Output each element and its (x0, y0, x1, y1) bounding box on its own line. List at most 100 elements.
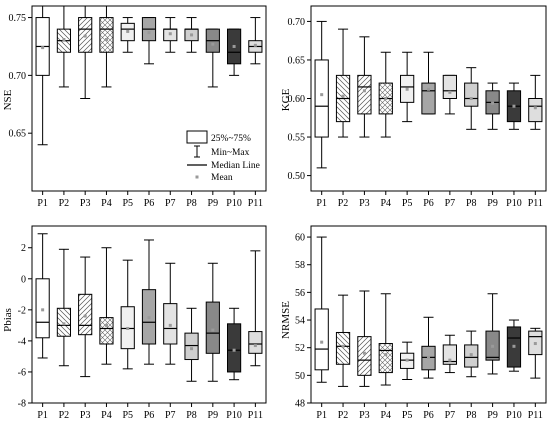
mean-marker (126, 29, 130, 33)
mean-marker (362, 351, 366, 355)
box-P9 (205, 28, 220, 88)
mean-marker (384, 97, 388, 100)
mean-marker (469, 353, 473, 357)
mean-marker (41, 46, 45, 50)
x-tick-label: P1 (316, 198, 327, 209)
y-tick-label: -4 (18, 336, 26, 347)
x-tick-label: P10 (506, 198, 522, 209)
x-tick-label: P7 (445, 198, 456, 209)
mean-marker (512, 104, 516, 108)
box-P1 (314, 20, 329, 169)
iqr-box (99, 17, 114, 53)
mean-marker (341, 344, 345, 348)
y-tick-label: 0.55 (288, 133, 306, 144)
iqr-box (35, 278, 50, 339)
box-P5 (400, 51, 415, 123)
iqr-box (205, 301, 220, 354)
y-axis-label: KGE (280, 88, 292, 111)
y-axis-label: NRMSE (280, 301, 292, 339)
y-tick-label: 48 (295, 399, 305, 410)
x-tick-label: P2 (59, 410, 70, 421)
mean-marker (211, 42, 215, 46)
legend-label-median: Median Line (211, 161, 260, 171)
box-P4 (99, 5, 114, 88)
box-P2 (56, 5, 72, 88)
y-tick-label: 0.70 (288, 17, 306, 28)
y-tick-label: -2 (18, 305, 26, 316)
mean-marker (168, 323, 172, 327)
iqr-box (378, 343, 393, 374)
x-tick-label: P6 (144, 198, 155, 209)
box-P6 (141, 17, 157, 65)
box-P5 (120, 259, 135, 370)
y-tick-label: 56 (295, 288, 305, 299)
y-tick-label: 54 (295, 316, 305, 327)
mean-marker (190, 347, 194, 351)
x-tick-label: P6 (423, 198, 434, 209)
panel-nrmse: NRMSE 48 50 52 54 56 58 60 P1 P2 P3 P4 P5 P6 P7 P8 P9 P1… (280, 225, 547, 421)
mean-marker (320, 93, 324, 97)
box-P3 (357, 290, 372, 387)
x-tick-label: P11 (248, 410, 263, 421)
box-P7 (163, 17, 178, 53)
box-P9 (205, 262, 220, 382)
iqr-box (442, 74, 457, 99)
mean-marker (469, 97, 473, 100)
mean-marker (448, 358, 452, 362)
panel-kge: KGE 0.50 0.55 0.60 0.65 0.70 P1 P2 P3 P4 P5 P6 P7 P8… (280, 5, 547, 209)
x-tick-label: P4 (101, 198, 112, 209)
mean-marker (362, 89, 366, 93)
mean-marker (427, 87, 430, 91)
x-tick-label: P1 (316, 410, 327, 421)
x-tick-label: P2 (59, 198, 70, 209)
y-tick-label: 0 (21, 274, 26, 285)
box-P2 (56, 248, 72, 367)
x-tick-label: P8 (186, 198, 197, 209)
x-tick-label: P10 (506, 410, 522, 421)
box-P10 (226, 307, 242, 381)
panel-pbias: Pbias -8 -6 -4 -2 0 2 P1 P2 P3 P4 P5 P6 P7 P8 P9 P10 P11 (2, 225, 267, 421)
x-tick-label: P9 (487, 198, 498, 209)
box-P7 (442, 74, 457, 115)
x-tick-label: P5 (122, 198, 133, 209)
box-P2 (335, 28, 351, 138)
x-tick-label: P1 (37, 198, 48, 209)
y-tick-label: 0.75 (9, 13, 27, 24)
mean-marker (83, 34, 87, 38)
box-P6 (421, 51, 436, 115)
box-P9 (485, 82, 500, 130)
x-tick-label: P3 (80, 410, 91, 421)
legend-mean-marker (195, 175, 199, 179)
box-P8 (184, 307, 199, 382)
x-tick-label: P10 (226, 198, 242, 209)
iqr-box (357, 336, 372, 376)
iqr-box (314, 308, 329, 371)
x-tick-label: P1 (37, 410, 48, 421)
box-P3 (78, 256, 93, 378)
y-axis-label: Pbias (2, 308, 14, 332)
y-tick-label: 0.50 (288, 171, 306, 182)
y-tick-label: 2 (21, 243, 26, 254)
x-tick-label: P11 (528, 410, 543, 421)
legend-label-minmax: Min~Max (211, 148, 250, 158)
x-tick-label: P8 (466, 198, 477, 209)
iqr-box (163, 303, 178, 345)
x-tick-label: P5 (402, 410, 413, 421)
y-tick-label: -8 (18, 399, 26, 410)
box-P6 (141, 239, 157, 365)
box-P3 (357, 36, 372, 138)
x-tick-label: P7 (445, 410, 456, 421)
y-tick-label: 60 (295, 233, 305, 244)
box-P11 (528, 327, 543, 379)
mean-marker (253, 43, 257, 47)
x-tick-label: P7 (165, 410, 176, 421)
box-P7 (163, 262, 178, 365)
box-P1 (35, 5, 50, 146)
mean-marker (104, 323, 108, 327)
x-tick-label: P10 (226, 410, 242, 421)
y-tick-label: 0.60 (288, 94, 306, 105)
mean-marker (104, 38, 108, 42)
legend-whisker-icon (194, 145, 200, 158)
box-P5 (400, 341, 415, 380)
x-tick-label: P8 (186, 410, 197, 421)
